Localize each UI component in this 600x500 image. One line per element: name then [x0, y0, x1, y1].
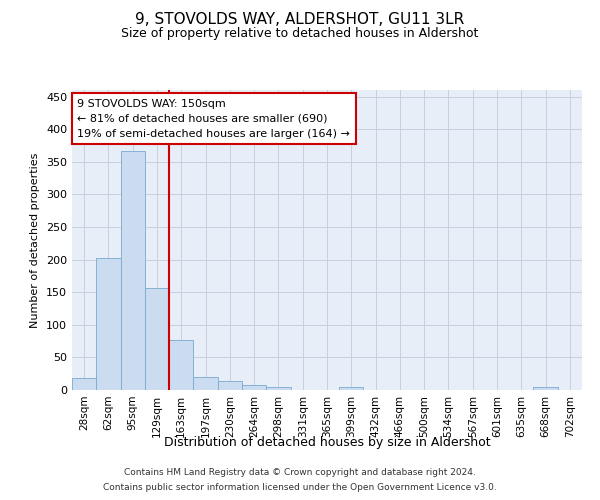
Bar: [72, 378, 96, 390]
Bar: [96, 258, 121, 390]
Bar: [339, 388, 364, 390]
Bar: [145, 288, 169, 390]
Text: Contains public sector information licensed under the Open Government Licence v3: Contains public sector information licen…: [103, 483, 497, 492]
Text: 9, STOVOLDS WAY, ALDERSHOT, GU11 3LR: 9, STOVOLDS WAY, ALDERSHOT, GU11 3LR: [136, 12, 464, 28]
Y-axis label: Number of detached properties: Number of detached properties: [31, 152, 40, 328]
Bar: [242, 386, 266, 390]
Bar: [169, 340, 193, 390]
Bar: [266, 386, 290, 390]
Bar: [121, 150, 145, 390]
Bar: [218, 381, 242, 390]
Text: Distribution of detached houses by size in Aldershot: Distribution of detached houses by size …: [164, 436, 490, 449]
Bar: [533, 388, 558, 390]
Text: Contains HM Land Registry data © Crown copyright and database right 2024.: Contains HM Land Registry data © Crown c…: [124, 468, 476, 477]
Text: 9 STOVOLDS WAY: 150sqm
← 81% of detached houses are smaller (690)
19% of semi-de: 9 STOVOLDS WAY: 150sqm ← 81% of detached…: [77, 99, 350, 138]
Text: Size of property relative to detached houses in Aldershot: Size of property relative to detached ho…: [121, 28, 479, 40]
Bar: [193, 377, 218, 390]
